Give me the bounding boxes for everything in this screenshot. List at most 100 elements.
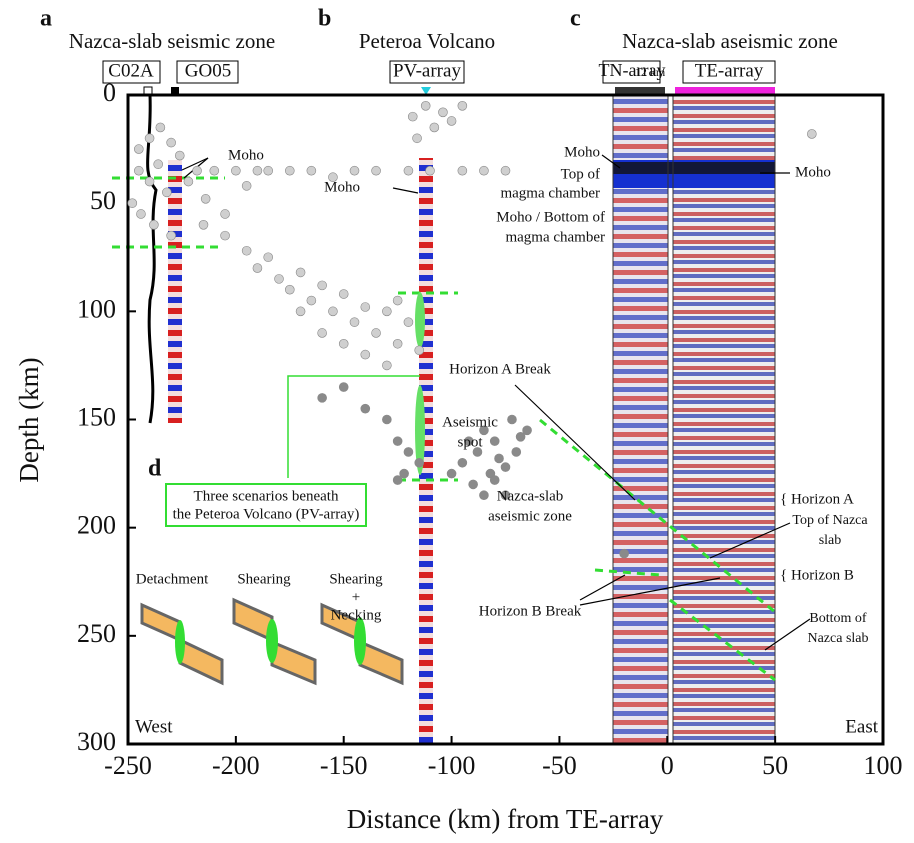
earthquake: [522, 425, 532, 436]
annotation: spot: [457, 434, 483, 450]
annotation: Nazca-slab: [497, 488, 564, 504]
earthquake: [317, 393, 327, 403]
earthquake: [192, 165, 202, 176]
y-tick-label: 250: [77, 619, 116, 648]
arrows: [181, 154, 811, 651]
y-tick-label: 0: [103, 78, 116, 107]
earthquake: [220, 209, 230, 219]
earthquake: [284, 165, 295, 176]
annotation: Horizon A Break: [449, 361, 551, 377]
moho-band: [613, 162, 775, 174]
y-tick-label: 300: [77, 727, 116, 756]
earthquake: [306, 295, 317, 306]
earthquake: [133, 144, 144, 154]
earthquake: [360, 403, 371, 414]
earthquake: [515, 432, 526, 442]
earthquake: [500, 490, 511, 501]
x-tick-label: 50: [762, 751, 788, 780]
station: [171, 87, 179, 95]
station: [675, 87, 775, 95]
earthquake: [174, 150, 185, 161]
annotation: Aseismic: [442, 414, 498, 430]
earthquake: [420, 101, 431, 111]
earthquake: [446, 468, 457, 479]
earthquake: [328, 172, 338, 183]
earthquake: [263, 252, 274, 263]
earthquake: [295, 267, 306, 278]
earthquake: [500, 165, 511, 176]
annotation: Three scenarios beneath: [194, 488, 339, 504]
annotation: slab: [819, 533, 842, 548]
x-tick-label: 100: [864, 751, 903, 780]
label-boxes: [102, 60, 776, 84]
earthquake: [306, 165, 317, 176]
earthquake: [392, 295, 403, 306]
earthquake: [403, 165, 414, 176]
annotation: 12 km: [635, 65, 666, 79]
annotation: magma chamber: [505, 229, 605, 245]
earthquake: [284, 284, 295, 295]
earthquake: [438, 107, 448, 118]
x-tick-label: -200: [212, 751, 260, 780]
earthquake: [371, 165, 381, 176]
annotation: Moho: [795, 164, 831, 180]
earthquake: [198, 220, 209, 230]
scenario-green: [175, 617, 366, 665]
earthquake: [382, 306, 392, 317]
earthquake: [403, 317, 414, 327]
earthquake: [392, 436, 403, 446]
earthquake: [414, 457, 425, 468]
green-lens: [415, 292, 425, 348]
earthquake: [494, 453, 504, 464]
annotation: Bottom of: [809, 611, 867, 626]
annotation: C02A: [108, 60, 154, 81]
y-tick-label: 50: [90, 186, 116, 215]
earthquake: [209, 165, 220, 176]
annotation: b: [318, 6, 331, 32]
annotation: Nazca-slab seismic zone: [69, 29, 275, 53]
earthquake: [220, 230, 230, 241]
earthquake: [360, 302, 371, 312]
x-tick-label: 0: [661, 751, 674, 780]
annotation: PV-array: [393, 60, 461, 81]
earthquake: [392, 338, 403, 349]
earthquake: [489, 436, 500, 446]
earthquake: [133, 165, 144, 176]
annotation: Moho / Bottom of: [496, 209, 605, 225]
y-tick-label: 200: [77, 511, 116, 540]
y-tick-label: 100: [77, 294, 116, 323]
earthquake: [241, 245, 252, 256]
annotation: { Horizon A: [780, 491, 854, 507]
earthquake: [511, 447, 522, 457]
earthquake: [162, 187, 172, 198]
connector: [287, 375, 420, 478]
station: [421, 87, 431, 95]
earthquake: [399, 468, 409, 479]
station: [615, 87, 665, 95]
earthquake: [407, 111, 418, 122]
annotation: Top of: [561, 166, 600, 182]
waveform: [146, 94, 158, 424]
earthquake: [144, 133, 155, 144]
earthquake: [317, 328, 327, 338]
earthquake: [349, 165, 360, 176]
annotation: c: [570, 6, 581, 32]
annotation: the Peteroa Volcano (PV-array): [173, 506, 360, 522]
annotation: Nazca-slab aseismic zone: [622, 29, 838, 53]
earthquake: [338, 382, 349, 392]
earthquake: [457, 457, 468, 468]
annotation: TE-array: [695, 60, 764, 81]
earthquake: [382, 414, 392, 425]
annotation: magma chamber: [500, 185, 600, 201]
y-axis-title: Depth (km): [14, 357, 44, 482]
earthquake: [507, 414, 517, 425]
earthquake: [149, 220, 159, 230]
earthquake: [328, 306, 338, 317]
annotation: GO05: [185, 60, 231, 81]
annotation: Horizon B Break: [479, 603, 582, 619]
annotation: Nazca slab: [807, 631, 868, 646]
earthquake: [166, 137, 176, 148]
earthquake: [338, 338, 349, 349]
